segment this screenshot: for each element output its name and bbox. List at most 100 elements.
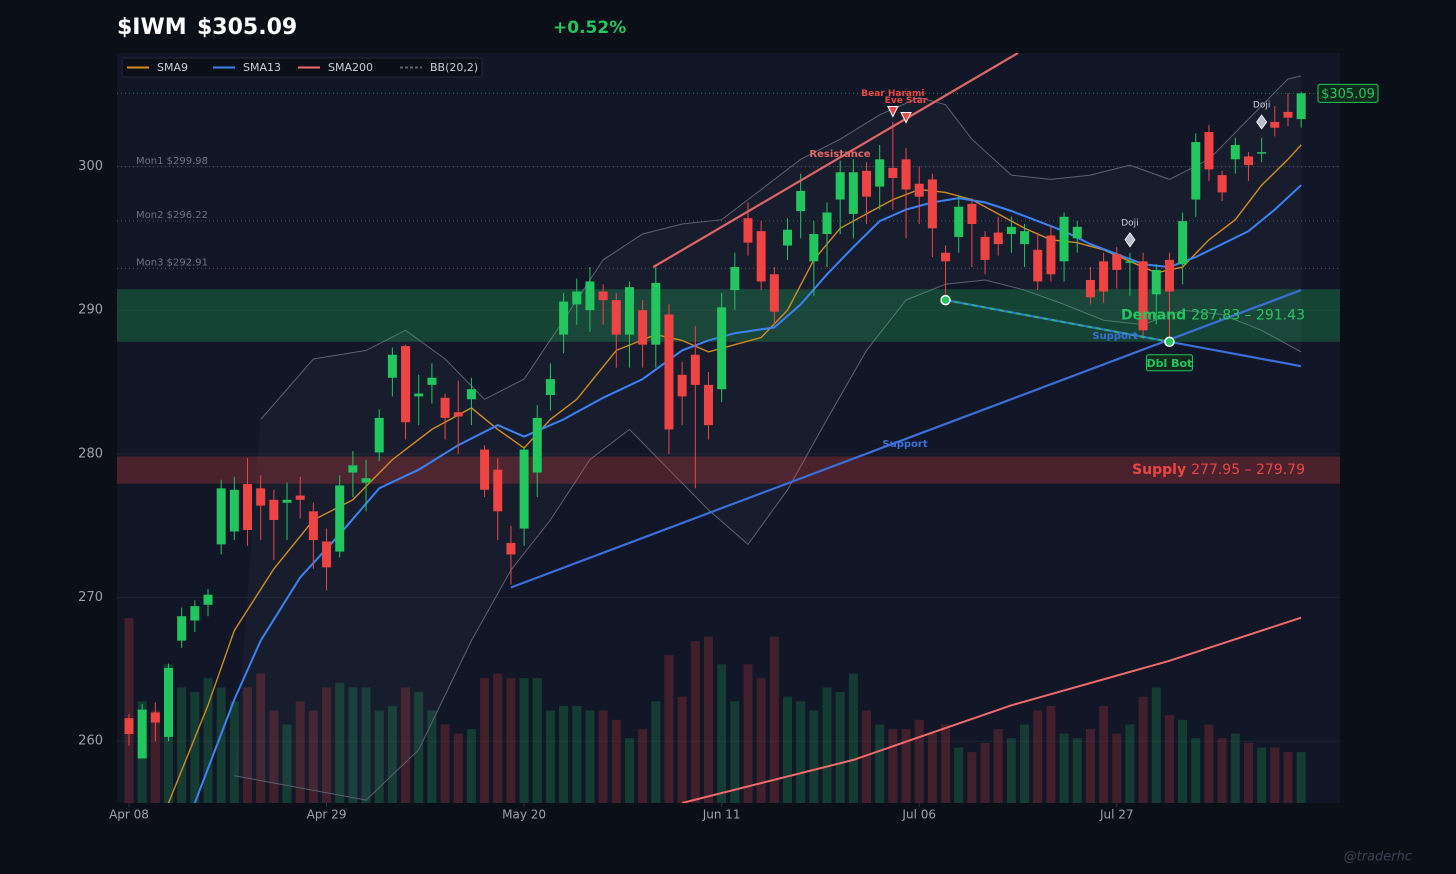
candle-body: [1138, 261, 1148, 331]
trendline-label: Support: [1092, 331, 1137, 342]
volume-bar: [1257, 747, 1267, 803]
volume-bar: [229, 701, 239, 803]
plot-layer: [117, 53, 1340, 803]
candle-body: [809, 234, 819, 262]
doji-label: Doji: [1121, 218, 1138, 228]
volume-bar: [308, 710, 318, 803]
candle-body: [796, 190, 806, 212]
candle-body: [322, 541, 332, 568]
y-tick-label: 290: [78, 303, 103, 318]
volume-bar: [1191, 738, 1201, 803]
candle-body: [888, 167, 898, 178]
candle-body: [756, 231, 766, 282]
sma-line: [681, 616, 1302, 803]
candle-body: [1059, 216, 1069, 262]
overlay-layer: 260 270 280 290 300 Apr 08 Apr 29 May 20 Jun 11 J…: [78, 57, 1379, 822]
volume-bar: [1072, 738, 1082, 803]
zone-range: 277.95 – 279.79: [1191, 462, 1305, 478]
pattern-marker: [887, 105, 899, 118]
y-tick-label: 300: [78, 159, 103, 174]
volume-bar: [651, 701, 661, 803]
volume-bar: [875, 724, 885, 803]
candle-body: [1257, 152, 1267, 154]
candle-body: [466, 389, 476, 400]
candle-body: [1270, 121, 1280, 128]
candle-body: [150, 712, 160, 723]
candle-body: [875, 159, 885, 187]
candle-body: [361, 478, 371, 483]
x-tick-label: Jul 06: [901, 808, 936, 822]
candle-body: [651, 282, 661, 345]
candle-body: [1296, 93, 1306, 120]
volume-bar: [585, 710, 595, 803]
candle-body: [545, 379, 555, 395]
ticker: $IWM: [117, 15, 187, 40]
double-bottom-box: [1145, 354, 1193, 372]
legend-label: BB(20,2): [430, 61, 478, 74]
candle-body: [848, 172, 858, 214]
volume-bar: [888, 729, 898, 803]
volume-bar: [677, 696, 687, 803]
candle-body: [269, 499, 279, 520]
volume-bar: [664, 655, 674, 803]
candle-body: [295, 495, 305, 500]
volume-bar: [822, 687, 832, 803]
candle-body: [783, 229, 793, 246]
candle-body: [137, 709, 147, 759]
candle-body: [690, 354, 700, 385]
candle-body: [862, 170, 872, 197]
candle-body: [493, 469, 503, 512]
watermark: @traderhc: [1344, 850, 1412, 865]
candle-body: [993, 232, 1003, 245]
candle-body: [677, 374, 687, 397]
volume-bar: [453, 733, 463, 803]
zone-label: Demand 287.83 – 291.43: [1121, 308, 1305, 324]
candle-body: [1217, 175, 1227, 193]
volume-bar: [1230, 733, 1240, 803]
candle-body: [1046, 235, 1056, 275]
legend-label: SMA200: [328, 61, 373, 74]
y-tick-label: 270: [78, 590, 103, 605]
volume-bar: [796, 701, 806, 803]
candle-body: [401, 346, 411, 423]
candle-body: [1230, 144, 1240, 160]
candle-body: [256, 488, 266, 506]
last-price-label: $305.09: [1321, 87, 1375, 102]
candle-body: [1164, 259, 1174, 292]
volume-bar: [901, 729, 911, 803]
candle-body: [216, 488, 226, 545]
bb-upper: [260, 75, 1302, 420]
candle-body: [374, 417, 384, 453]
candle-body: [664, 314, 674, 430]
zone-range: 287.83 – 291.43: [1191, 308, 1305, 324]
volume-bar: [203, 678, 213, 803]
candle-body: [1085, 280, 1095, 298]
volume-bar: [506, 678, 516, 803]
volume-bar: [848, 673, 858, 803]
volume-bar: [427, 710, 437, 803]
candle-body: [941, 252, 951, 262]
candle-body: [1112, 254, 1122, 270]
double-bottom-point: [940, 294, 951, 306]
candle-body: [335, 485, 345, 552]
volume-bar: [1059, 733, 1069, 803]
volume-bar: [216, 687, 226, 803]
volume-bar: [743, 664, 753, 803]
candle-body: [1178, 221, 1188, 265]
candle-body: [822, 212, 832, 235]
candle-body: [414, 393, 424, 397]
candle-body: [914, 183, 924, 197]
y-tick-label: 280: [78, 446, 103, 461]
change: +0.52%: [553, 18, 626, 38]
volume-bar: [1033, 710, 1043, 803]
candle-body: [703, 384, 713, 426]
candle-body: [190, 606, 200, 621]
candle-body: [1283, 111, 1293, 118]
volume-bar: [401, 687, 411, 803]
candle-body: [1099, 261, 1109, 292]
candle-body: [730, 267, 740, 291]
volume-bar: [980, 742, 990, 803]
volume-bar: [598, 710, 608, 803]
volume-bar: [387, 705, 397, 803]
